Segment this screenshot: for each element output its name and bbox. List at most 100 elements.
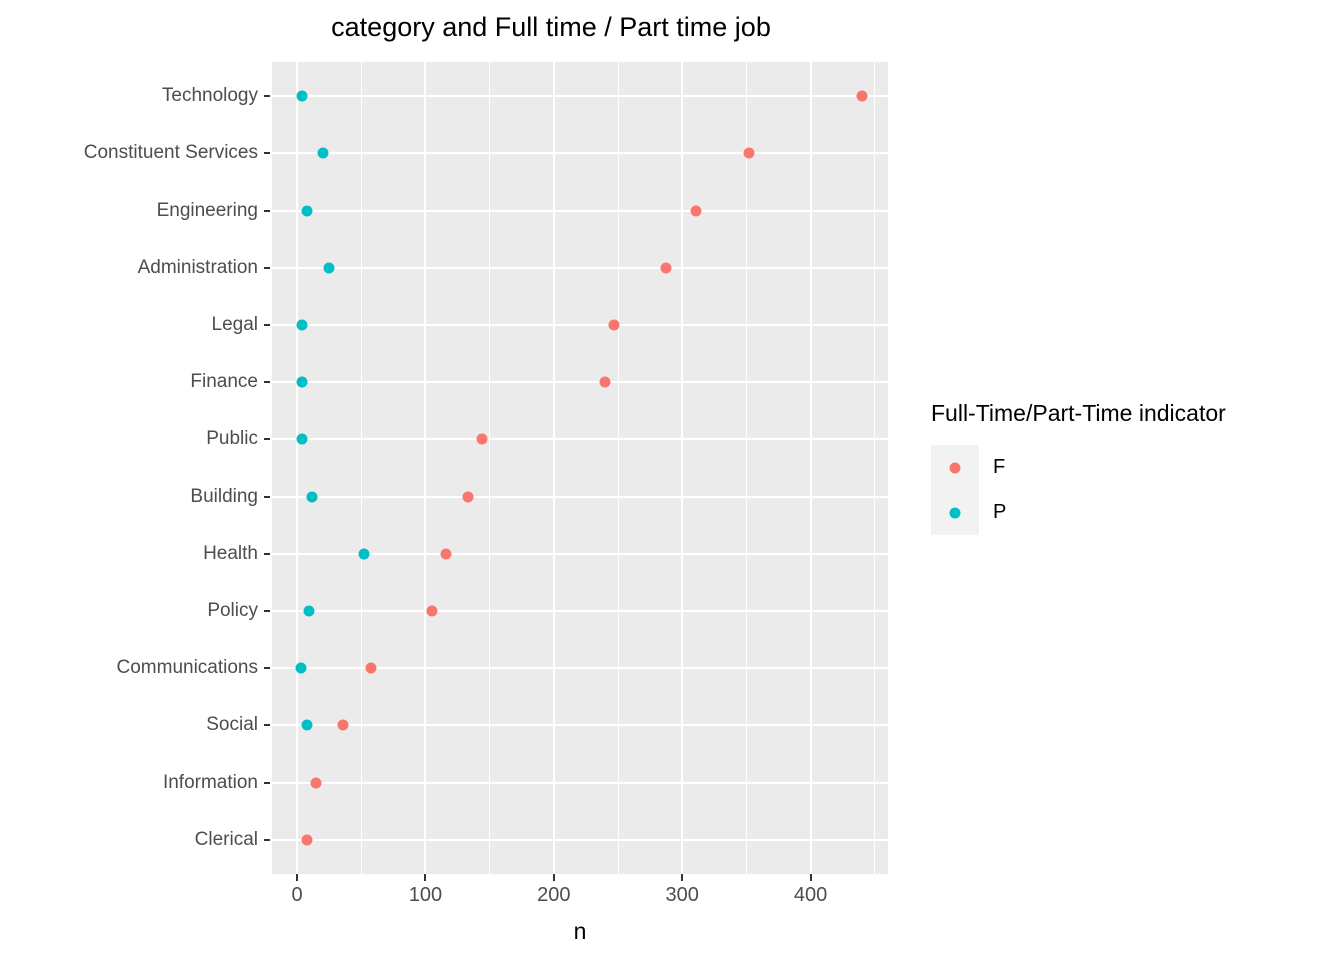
data-point-p-building	[306, 491, 318, 503]
y-tick-mark-9	[264, 609, 270, 612]
y-tick-mark-10	[264, 667, 270, 670]
data-point-f-legal	[608, 319, 620, 331]
y-tick-mark-13	[264, 838, 270, 841]
major-gridline-y-11	[272, 724, 888, 727]
y-axis-label-policy: Policy	[207, 599, 258, 621]
major-gridline-y-2	[272, 209, 888, 212]
x-tick-mark-200	[552, 874, 555, 881]
x-tick-label-300: 300	[665, 884, 699, 906]
legend-dot-p-icon	[949, 507, 961, 518]
major-gridline-y-4	[272, 324, 888, 327]
y-axis-label-legal: Legal	[211, 314, 259, 336]
legend-dot-f-icon	[949, 462, 961, 473]
legend: Full-Time/Part-Time indicator F P	[931, 400, 1226, 535]
major-gridline-y-8	[272, 552, 888, 555]
data-point-p-engineering	[301, 205, 313, 217]
data-point-p-public	[296, 433, 308, 445]
y-tick-mark-6	[264, 438, 270, 441]
y-tick-mark-5	[264, 381, 270, 384]
data-point-p-communications	[295, 662, 307, 674]
data-point-f-public	[476, 433, 488, 445]
data-point-f-engineering	[690, 205, 702, 217]
minor-gridline-x-50	[360, 62, 362, 874]
minor-gridline-x-150	[489, 62, 491, 874]
major-gridline-y-0	[272, 95, 888, 98]
legend-title: Full-Time/Part-Time indicator	[931, 400, 1226, 426]
data-point-p-administration	[323, 262, 335, 274]
legend-label-p: P	[993, 501, 1007, 523]
y-axis-label-communications: Communications	[116, 657, 259, 679]
y-tick-mark-0	[264, 95, 270, 98]
major-gridline-y-1	[272, 152, 888, 155]
y-axis-label-technology: Technology	[161, 85, 258, 107]
major-gridline-y-12	[272, 781, 888, 784]
y-tick-mark-4	[264, 324, 270, 327]
y-axis-label-building: Building	[190, 485, 258, 507]
data-point-f-clerical	[301, 834, 313, 846]
x-axis-title: n	[573, 918, 587, 944]
y-axis-label-social: Social	[206, 714, 258, 736]
major-gridline-y-5	[272, 381, 888, 384]
y-tick-mark-2	[264, 209, 270, 212]
data-point-p-health	[358, 548, 370, 560]
x-tick-label-100: 100	[408, 884, 443, 906]
y-tick-mark-1	[264, 152, 270, 155]
data-point-f-building	[462, 491, 474, 503]
major-gridline-x-0	[296, 62, 299, 874]
minor-gridline-x-250	[617, 62, 619, 874]
y-axis-label-administration: Administration	[137, 256, 258, 278]
major-gridline-x-100	[424, 62, 427, 874]
major-gridline-y-7	[272, 495, 888, 498]
y-tick-mark-12	[264, 781, 270, 784]
x-tick-label-0: 0	[291, 884, 303, 906]
plot-title: category and Full time / Part time job	[331, 12, 771, 42]
legend-label-f: F	[993, 456, 1006, 478]
y-axis-label-public: Public	[206, 428, 258, 450]
data-point-p-technology	[296, 90, 308, 102]
legend-entry-f: F	[931, 445, 1226, 490]
y-axis-label-clerical: Clerical	[194, 828, 258, 850]
y-axis-label-information: Information	[162, 771, 258, 793]
legend-key-p	[931, 490, 979, 535]
data-point-f-finance	[599, 376, 611, 388]
major-gridline-y-6	[272, 438, 888, 441]
y-axis-label-health: Health	[203, 542, 258, 564]
minor-gridline-x-450	[874, 62, 876, 874]
y-tick-mark-3	[264, 266, 270, 269]
x-tick-mark-100	[424, 874, 427, 881]
data-point-f-administration	[660, 262, 671, 274]
major-gridline-y-10	[272, 667, 888, 670]
data-point-p-legal	[296, 319, 308, 331]
legend-key-f	[931, 445, 979, 490]
legend-keys: F P	[931, 445, 1226, 535]
major-gridline-x-400	[809, 62, 812, 874]
major-gridline-x-200	[552, 62, 555, 874]
y-axis-label-constituent-services: Constituent Services	[83, 142, 258, 164]
data-point-f-communications	[365, 662, 377, 674]
legend-entry-p: P	[931, 490, 1226, 535]
major-gridline-y-13	[272, 838, 888, 841]
data-point-f-social	[337, 719, 349, 731]
y-axis-label-finance: Finance	[190, 371, 258, 393]
plot-panel	[272, 62, 888, 874]
data-point-f-constituent-services	[743, 147, 755, 159]
data-point-p-finance	[296, 376, 308, 388]
x-tick-mark-0	[296, 874, 299, 881]
data-point-f-technology	[856, 90, 868, 102]
y-tick-mark-8	[264, 552, 270, 555]
major-gridline-y-9	[272, 609, 888, 612]
x-tick-mark-400	[809, 874, 812, 881]
minor-gridline-x-350	[745, 62, 747, 874]
data-point-f-information	[310, 777, 322, 788]
x-tick-mark-300	[681, 874, 684, 881]
y-axis-label-engineering: Engineering	[156, 199, 258, 221]
data-point-p-policy	[303, 605, 315, 617]
x-tick-label-200: 200	[537, 884, 571, 906]
data-point-p-constituent-services	[317, 147, 329, 159]
data-point-f-policy	[426, 605, 438, 617]
major-gridline-x-300	[681, 62, 684, 874]
y-tick-mark-11	[264, 724, 270, 727]
y-tick-mark-7	[264, 495, 270, 498]
x-tick-label-400: 400	[793, 884, 828, 906]
